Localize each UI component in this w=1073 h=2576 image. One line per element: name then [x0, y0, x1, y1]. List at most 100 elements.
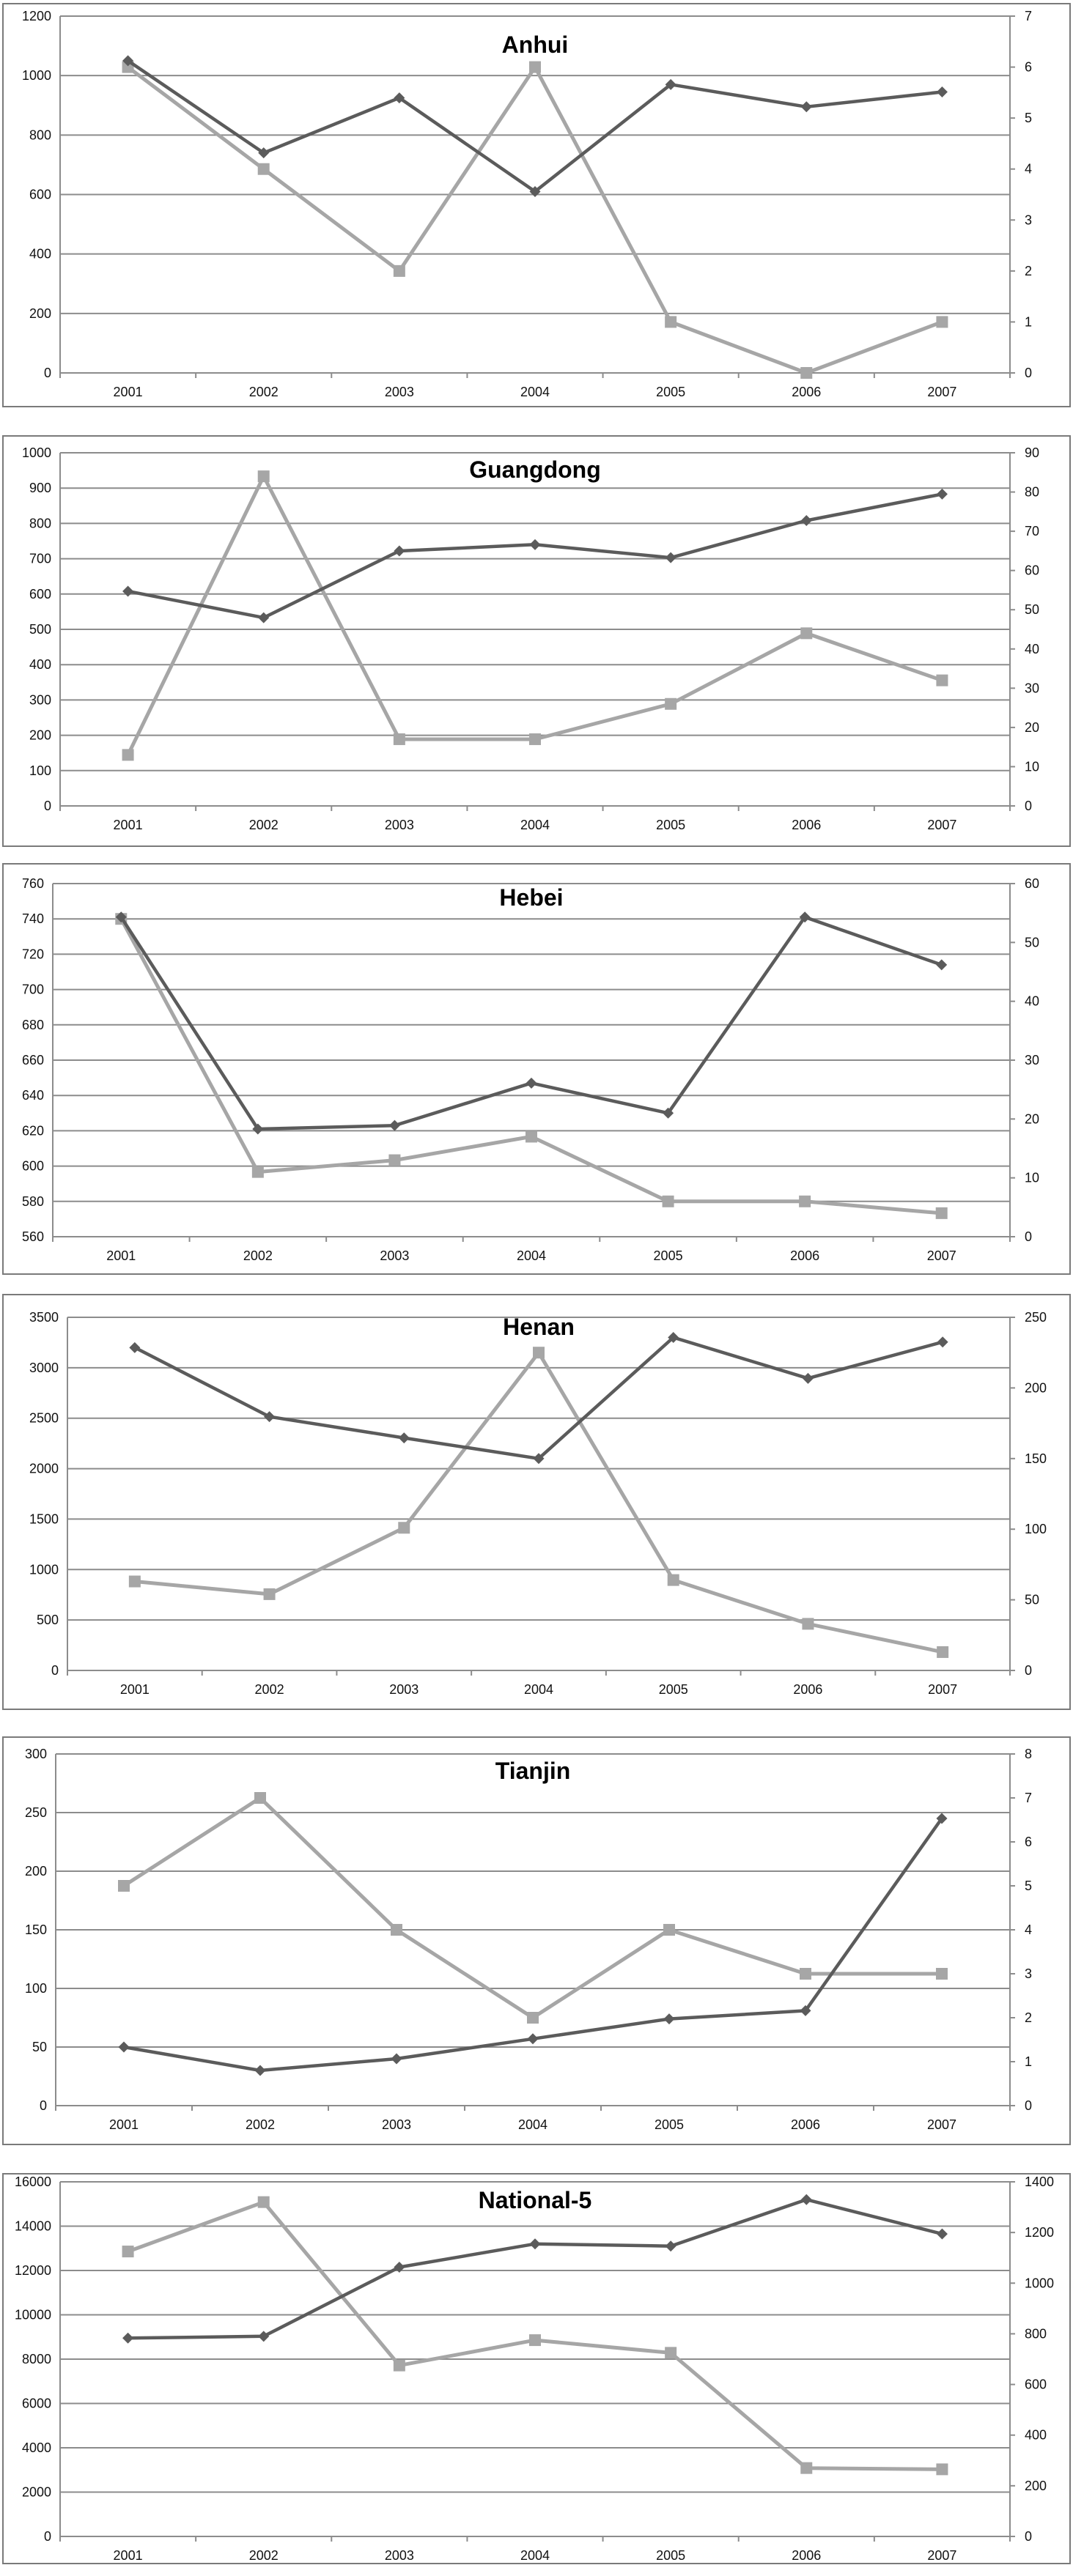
x-tick-label: 2007	[928, 1682, 957, 1697]
y-right-tick-label: 8	[1025, 1747, 1032, 1761]
data-point-diamond	[529, 185, 541, 197]
x-tick-label: 2004	[520, 2548, 550, 2563]
y-right-tick-label: 1000	[1025, 2276, 1054, 2290]
y-right-tick-label: 7	[1025, 1791, 1032, 1805]
y-right-tick-label: 90	[1025, 445, 1039, 460]
chart-panel-national-5: 0 2000 4000 6000 8000 10000 12000 14000 16000 0 20…	[0, 2173, 1073, 2564]
x-tick-label: 2003	[385, 385, 414, 399]
x-tick-label: 2006	[790, 1248, 819, 1263]
x-tick-label: 2006	[792, 385, 821, 399]
x-tick-label: 2001	[114, 385, 143, 399]
x-tick-label: 2003	[385, 2548, 414, 2563]
y-right-tick-label: 50	[1025, 602, 1039, 617]
data-point-square	[665, 316, 677, 328]
y-right-tick-label: 2	[1025, 2010, 1032, 2025]
data-point-diamond	[394, 2261, 405, 2273]
x-tick-label: 2002	[249, 385, 279, 399]
x-tick-label: 2005	[656, 385, 685, 399]
y-left-tick-label: 6000	[22, 2397, 51, 2411]
chart-panel-anhui: 0 200 400 600 800 1000 1200 0 1 2 3 4 5 6 7 2001 2002 200…	[0, 3, 1073, 407]
x-tick-label: 2004	[520, 385, 550, 399]
y-left-tick-label: 400	[29, 247, 51, 262]
data-point-diamond	[800, 515, 812, 527]
chart-panel-tianjin: 0 50 100 150 200 250 300 0 1 2 3 4 5 6 7 8 2001 2002 2003 2…	[0, 1736, 1073, 2145]
y-right-tick-label: 10	[1025, 1171, 1039, 1185]
chart-title: Henan	[503, 1314, 575, 1340]
data-point-square	[936, 2463, 948, 2476]
data-point-square	[529, 2334, 541, 2347]
chart-title: National-5	[479, 2187, 592, 2213]
y-right-tick-label: 0	[1025, 799, 1032, 813]
x-tick-label: 2003	[385, 818, 414, 832]
data-point-diamond	[802, 1372, 814, 1384]
data-point-square	[667, 1574, 679, 1586]
data-point-diamond	[526, 1077, 537, 1089]
chart-frame	[2, 2173, 1071, 2564]
x-tick-label: 2005	[656, 818, 685, 832]
x-tick-label: 2004	[524, 1682, 553, 1697]
chart-frame	[2, 435, 1071, 847]
y-left-tick-label: 16000	[15, 2175, 51, 2189]
y-right-tick-label: 80	[1025, 485, 1039, 500]
data-point-square	[391, 1924, 402, 1936]
x-tick-label: 2005	[654, 1248, 683, 1263]
y-left-tick-label: 580	[22, 1194, 44, 1209]
y-left-tick-label: 800	[29, 127, 51, 142]
x-tick-label: 2003	[389, 1682, 418, 1697]
y-right-tick-label: 50	[1025, 935, 1039, 950]
x-tick-label: 2001	[114, 2548, 143, 2563]
data-point-square	[393, 733, 405, 745]
y-left-tick-label: 8000	[22, 2352, 51, 2366]
y-right-tick-label: 400	[1025, 2428, 1047, 2443]
chart-svg-tianjin: 0 50 100 150 200 250 300 0 1 2 3 4 5 6 7 8 2001 2002 2003 2…	[2, 1736, 1071, 2145]
y-right-tick-label: 0	[1025, 2529, 1032, 2544]
data-point-diamond	[800, 101, 812, 113]
y-right-tick-label: 30	[1025, 681, 1039, 695]
y-right-tick-label: 1400	[1025, 2175, 1054, 2189]
data-point-square	[263, 1588, 276, 1600]
data-point-diamond	[115, 911, 127, 923]
x-tick-label: 2001	[109, 2117, 139, 2132]
y-right-tick-label: 1200	[1025, 2225, 1054, 2240]
chart-panel-guangdong: 0 100 200 300 400 500 600 700 800 900 1000 0 10 20 30 4…	[0, 435, 1073, 847]
x-tick-label: 2007	[927, 818, 956, 832]
y-right-tick-label: 1	[1025, 2054, 1032, 2069]
y-right-tick-label: 250	[1025, 1310, 1047, 1325]
y-right-tick-label: 100	[1025, 1522, 1047, 1536]
data-point-diamond	[936, 488, 948, 500]
data-point-diamond	[936, 86, 948, 97]
chart-title: Guangdong	[469, 456, 601, 483]
y-left-tick-label: 10000	[15, 2308, 51, 2323]
data-point-square	[800, 2462, 813, 2474]
data-point-square	[257, 2196, 270, 2208]
chart-title: Anhui	[502, 32, 569, 58]
y-left-tick-label: 4000	[22, 2440, 51, 2455]
y-right-tick-label: 4	[1025, 162, 1032, 177]
y-left-tick-label: 700	[22, 982, 44, 997]
chart-title: Hebei	[499, 884, 563, 911]
x-tick-label: 2002	[246, 2117, 275, 2132]
y-left-tick-label: 12000	[15, 2263, 51, 2278]
y-left-tick-label: 1000	[29, 1562, 59, 1577]
data-point-square	[936, 674, 948, 686]
y-left-tick-label: 1000	[22, 445, 51, 460]
data-point-square	[398, 1522, 410, 1534]
data-point-square	[526, 1130, 537, 1143]
y-left-tick-label: 760	[22, 876, 44, 891]
data-point-square	[257, 163, 270, 175]
data-point-diamond	[122, 2332, 134, 2344]
y-left-tick-label: 3000	[29, 1361, 59, 1375]
data-point-diamond	[529, 2238, 541, 2250]
data-point-diamond	[122, 55, 134, 67]
y-right-tick-label: 0	[1025, 2098, 1032, 2113]
data-point-square	[533, 1347, 545, 1359]
y-right-tick-label: 60	[1025, 876, 1039, 891]
x-tick-label: 2002	[255, 1682, 284, 1697]
y-left-tick-label: 50	[32, 2040, 47, 2054]
data-point-square	[800, 1968, 811, 1980]
y-left-tick-label: 300	[25, 1747, 47, 1761]
data-point-diamond	[665, 2240, 676, 2252]
y-left-tick-label: 2000	[29, 1462, 59, 1476]
data-point-diamond	[122, 585, 134, 597]
